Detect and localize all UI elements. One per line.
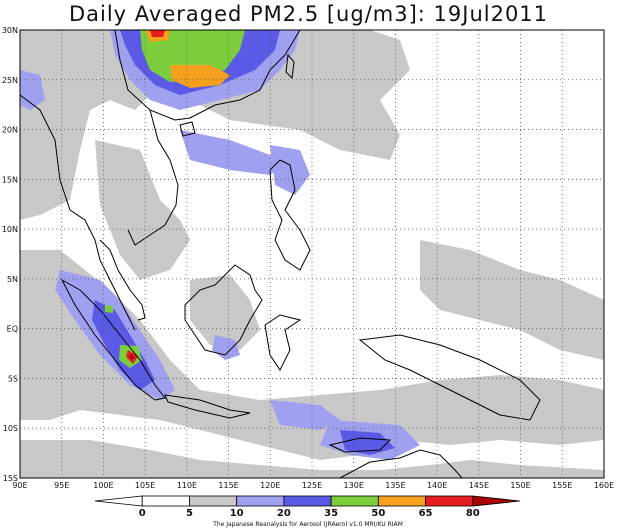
x-tick-label: 155E xyxy=(552,481,572,490)
x-tick-label: 135E xyxy=(385,481,405,490)
colorbar-level-label: 5 xyxy=(186,508,193,519)
colorbar-level-label: 0 xyxy=(139,508,146,519)
colorbar-swatch xyxy=(141,495,190,507)
concentration-field xyxy=(20,30,604,478)
coast-java xyxy=(164,394,251,419)
graticule xyxy=(20,30,604,478)
x-tick-label: 150E xyxy=(510,481,530,490)
coast-sulawesi xyxy=(264,314,302,371)
coast-newguinea xyxy=(358,334,541,421)
pm-band-gray-west xyxy=(20,30,150,220)
map-frame xyxy=(19,29,605,479)
pm-band-lavender-scs xyxy=(180,130,290,175)
y-tick-label: 25N xyxy=(2,76,18,85)
pm-band-red-china xyxy=(150,30,165,37)
pm-band-darkred-sumatra xyxy=(129,354,135,360)
coast-vietnam xyxy=(127,109,179,246)
colorbar-swatch xyxy=(377,495,426,507)
colorbar-swatch xyxy=(236,495,285,507)
x-tick-label: 130E xyxy=(344,481,364,490)
coast-hainan xyxy=(179,121,196,137)
y-tick-label: 10N xyxy=(2,225,18,234)
colorbar-level-label: 35 xyxy=(324,508,338,519)
colorbar-swatch xyxy=(283,495,332,507)
coast-indochina-west xyxy=(20,94,136,331)
pm-band-gray-sumatra xyxy=(20,250,604,460)
pm-band-orange-china xyxy=(170,65,230,88)
colorbar-swatch xyxy=(94,495,143,507)
colorbar-swatch xyxy=(189,495,238,507)
x-tick-label: 160E xyxy=(594,481,614,490)
pm-band-green-sumatra-n xyxy=(105,305,113,313)
x-tick-label: 115E xyxy=(218,481,238,490)
colorbar-swatch xyxy=(330,495,379,507)
x-tick-label: 90E xyxy=(12,481,27,490)
pm-band-gray-east xyxy=(420,240,604,360)
coast-philippines xyxy=(269,159,311,271)
colorbar-swatch xyxy=(425,495,474,507)
pm-band-lavender-java xyxy=(270,400,340,430)
y-tick-label: 15N xyxy=(2,175,18,184)
coast-borneo xyxy=(184,264,263,356)
coast-timor xyxy=(328,437,392,453)
colorbar-level-label: 10 xyxy=(230,508,244,519)
coastlines xyxy=(20,30,541,478)
x-tick-label: 95E xyxy=(54,481,69,490)
y-tick-label: 15S xyxy=(3,474,18,483)
x-tick-label: 145E xyxy=(469,481,489,490)
x-tick-label: 140E xyxy=(427,481,447,490)
y-tick-label: 20N xyxy=(2,126,18,135)
y-tick-label: EQ xyxy=(7,325,18,334)
y-tick-labels: 30N 25N 20N 15N 10N 5N EQ 5S 10S 15S xyxy=(2,26,18,483)
credit-text: The Japanese Reanalysis for Aerosol (JRA… xyxy=(212,521,403,528)
pm-band-green-china xyxy=(140,30,245,82)
colorbar-level-label: 50 xyxy=(371,508,385,519)
colorbar-swatch xyxy=(472,495,521,507)
coast-australia xyxy=(339,449,463,478)
y-tick-label: 30N xyxy=(2,26,18,35)
y-tick-label: 5N xyxy=(7,275,18,284)
coast-sumatra xyxy=(60,278,166,401)
pm-band-gray-borneo xyxy=(190,275,260,350)
x-tick-labels: 90E 95E 100E 105E 110E 115E 120E 125E 130E 135E 14… xyxy=(12,481,614,490)
y-tick-label: 10S xyxy=(3,424,18,433)
x-tick-label: 105E xyxy=(135,481,155,490)
pm-band-gray-indochina xyxy=(95,140,190,280)
coast-china xyxy=(114,30,301,121)
x-tick-label: 110E xyxy=(177,481,197,490)
map-title: Daily Averaged PM2.5 [ug/m3]: 19Jul2011 xyxy=(68,2,549,26)
colorbar-level-label: 20 xyxy=(277,508,291,519)
colorbar-level-label: 65 xyxy=(419,508,433,519)
pm-band-blue-sumatra xyxy=(92,300,155,390)
pm-band-gray-south xyxy=(20,440,604,478)
colorbar-level-label: 80 xyxy=(466,508,480,519)
x-tick-label: 125E xyxy=(302,481,322,490)
pm-band-lavender-luzon xyxy=(270,145,310,195)
colorbar: 0 5 10 20 35 50 65 80 xyxy=(94,495,521,519)
x-tick-label: 120E xyxy=(260,481,280,490)
y-tick-label: 5S xyxy=(8,374,18,383)
x-tick-label: 100E xyxy=(93,481,113,490)
coast-taiwan xyxy=(285,53,295,80)
